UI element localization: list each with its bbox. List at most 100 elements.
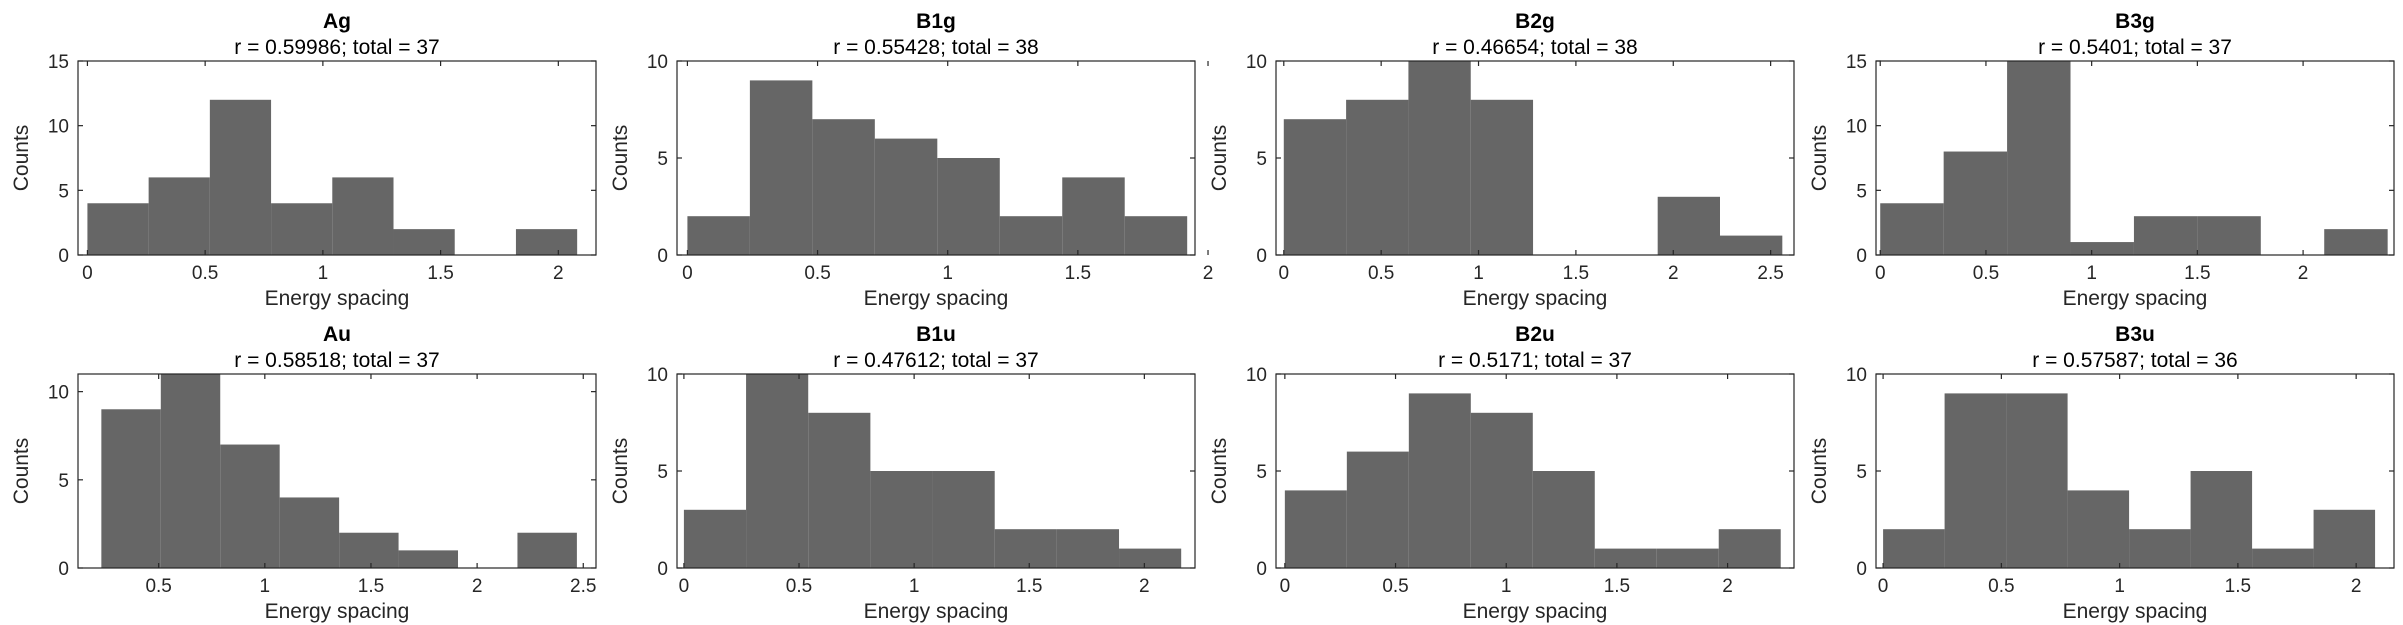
panel-title: B3u <box>2115 323 2155 346</box>
y-tick-label: 10 <box>1246 52 1267 73</box>
x-tick-label: 1.5 <box>1563 263 1589 284</box>
histogram-bar <box>937 158 1000 255</box>
y-axis-label: Counts <box>1208 125 1231 192</box>
histogram-bar <box>1883 529 1945 568</box>
y-tick-label: 0 <box>657 246 668 267</box>
histogram-bar <box>808 412 871 568</box>
x-tick-label: 0 <box>82 263 93 284</box>
y-tick-label: 5 <box>657 149 668 170</box>
histogram-bar <box>1656 548 1719 568</box>
histogram-panel-b2u: 0 0.5 1 1.5 2 0 5 10 Energy spacing Counts B2u r = … <box>1208 323 1795 623</box>
histogram-bar <box>812 119 875 255</box>
histogram-bar <box>683 509 747 568</box>
histogram-bar <box>1944 393 2007 568</box>
x-tick-label: 1 <box>909 576 920 597</box>
x-tick-label: 2.5 <box>1757 263 1783 284</box>
histogram-bar <box>332 177 394 255</box>
panel-title: B1g <box>916 10 956 33</box>
histogram-bar <box>749 80 813 256</box>
y-axis-label: Counts <box>10 438 33 505</box>
x-axis-label: Energy spacing <box>864 287 1009 310</box>
histogram-bar <box>1284 490 1347 568</box>
x-tick-label: 1.5 <box>1604 576 1630 597</box>
histogram-bar <box>1408 393 1471 568</box>
histogram-bar <box>279 497 340 568</box>
histogram-bar <box>999 216 1063 255</box>
histogram-bar <box>687 216 750 255</box>
y-tick-label: 10 <box>1246 365 1267 386</box>
histogram-panel-b1g: 0 0.5 1 1.5 2 0 5 10 Energy spacing Counts B1g r = … <box>609 10 1213 310</box>
histogram-bar <box>1594 548 1657 568</box>
histogram-bar <box>874 138 938 255</box>
panel-subtitle: r = 0.5171; total = 37 <box>1438 349 1632 372</box>
x-tick-label: 2 <box>1203 263 1214 284</box>
panel-subtitle: r = 0.57587; total = 36 <box>2032 349 2238 372</box>
panel-subtitle: r = 0.55428; total = 38 <box>833 36 1039 59</box>
x-tick-label: 0.5 <box>786 576 812 597</box>
y-axis-label: Counts <box>10 125 33 192</box>
histogram-bar <box>517 532 577 568</box>
histogram-bar <box>1346 451 1409 568</box>
histogram-bar <box>101 409 161 568</box>
x-tick-label: 2 <box>472 576 483 597</box>
histogram-bar <box>220 444 280 568</box>
y-tick-label: 10 <box>48 117 69 138</box>
panel-subtitle: r = 0.47612; total = 37 <box>833 349 1039 372</box>
histogram-panel-b1u: 0 0.5 1 1.5 2 0 5 10 Energy spacing Counts B1u r = … <box>609 323 1196 623</box>
x-axis-label: Energy spacing <box>1463 600 1608 623</box>
x-tick-label: 0 <box>1878 576 1889 597</box>
histogram-panel-b3u: 0 0.5 1 1.5 2 0 5 10 Energy spacing Counts B3u r = … <box>1808 323 2395 623</box>
panel-subtitle: r = 0.5401; total = 37 <box>2038 36 2232 59</box>
histogram-bar <box>209 99 272 255</box>
histogram-bar <box>932 471 995 568</box>
y-tick-label: 0 <box>1256 246 1267 267</box>
panel-subtitle: r = 0.59986; total = 37 <box>234 36 440 59</box>
histogram-bar <box>2197 216 2261 255</box>
histogram-bar <box>1943 151 2008 255</box>
panel-title: B2u <box>1515 323 1555 346</box>
histogram-bar <box>148 177 210 255</box>
panel-title: Ag <box>323 10 351 33</box>
histogram-panel-ag: 0 0.5 1 1.5 2 0 5 10 15 Energy spacing Counts Ag r =… <box>10 10 597 310</box>
plot-frame <box>77 60 597 256</box>
x-tick-label: 1 <box>318 263 329 284</box>
y-tick-label: 5 <box>657 462 668 483</box>
y-tick-label: 0 <box>58 559 69 580</box>
x-tick-label: 1 <box>1501 576 1512 597</box>
panel-subtitle: r = 0.58518; total = 37 <box>234 349 440 372</box>
histogram-bar <box>2252 548 2314 568</box>
x-tick-label: 0.5 <box>192 263 218 284</box>
y-tick-label: 0 <box>657 559 668 580</box>
y-tick-label: 10 <box>48 383 69 404</box>
x-tick-label: 1 <box>2114 576 2125 597</box>
x-tick-label: 1.5 <box>2184 263 2210 284</box>
x-tick-label: 2.5 <box>570 576 596 597</box>
histogram-bar <box>1532 471 1595 568</box>
y-tick-label: 5 <box>58 181 69 202</box>
x-tick-label: 2 <box>1668 263 1679 284</box>
histogram-bar <box>2070 242 2134 255</box>
x-tick-label: 1.5 <box>2225 576 2251 597</box>
histogram-bar <box>2006 393 2068 568</box>
y-tick-label: 0 <box>1256 559 1267 580</box>
histogram-bar <box>746 374 809 568</box>
panel-subtitle: r = 0.46654; total = 38 <box>1432 36 1638 59</box>
histogram-bar <box>271 203 333 255</box>
x-axis-label: Energy spacing <box>2063 287 2208 310</box>
histogram-bar <box>1720 235 1783 255</box>
y-tick-label: 10 <box>1846 117 1867 138</box>
x-tick-label: 0.5 <box>145 576 171 597</box>
histogram-panel-au: 0.5 1 1.5 2 2.5 0 5 10 Energy spacing Counts Au r =… <box>10 323 597 623</box>
histogram-bar <box>2133 216 2198 255</box>
histogram-bar <box>2007 61 2071 255</box>
x-tick-label: 1.5 <box>427 263 453 284</box>
y-tick-label: 15 <box>1846 52 1867 73</box>
x-tick-label: 0.5 <box>1973 263 1999 284</box>
x-tick-label: 2 <box>2298 263 2309 284</box>
x-axis-label: Energy spacing <box>864 600 1009 623</box>
panel-title: Au <box>323 323 351 346</box>
histogram-bar <box>1880 203 1944 255</box>
x-axis-label: Energy spacing <box>1463 287 1608 310</box>
